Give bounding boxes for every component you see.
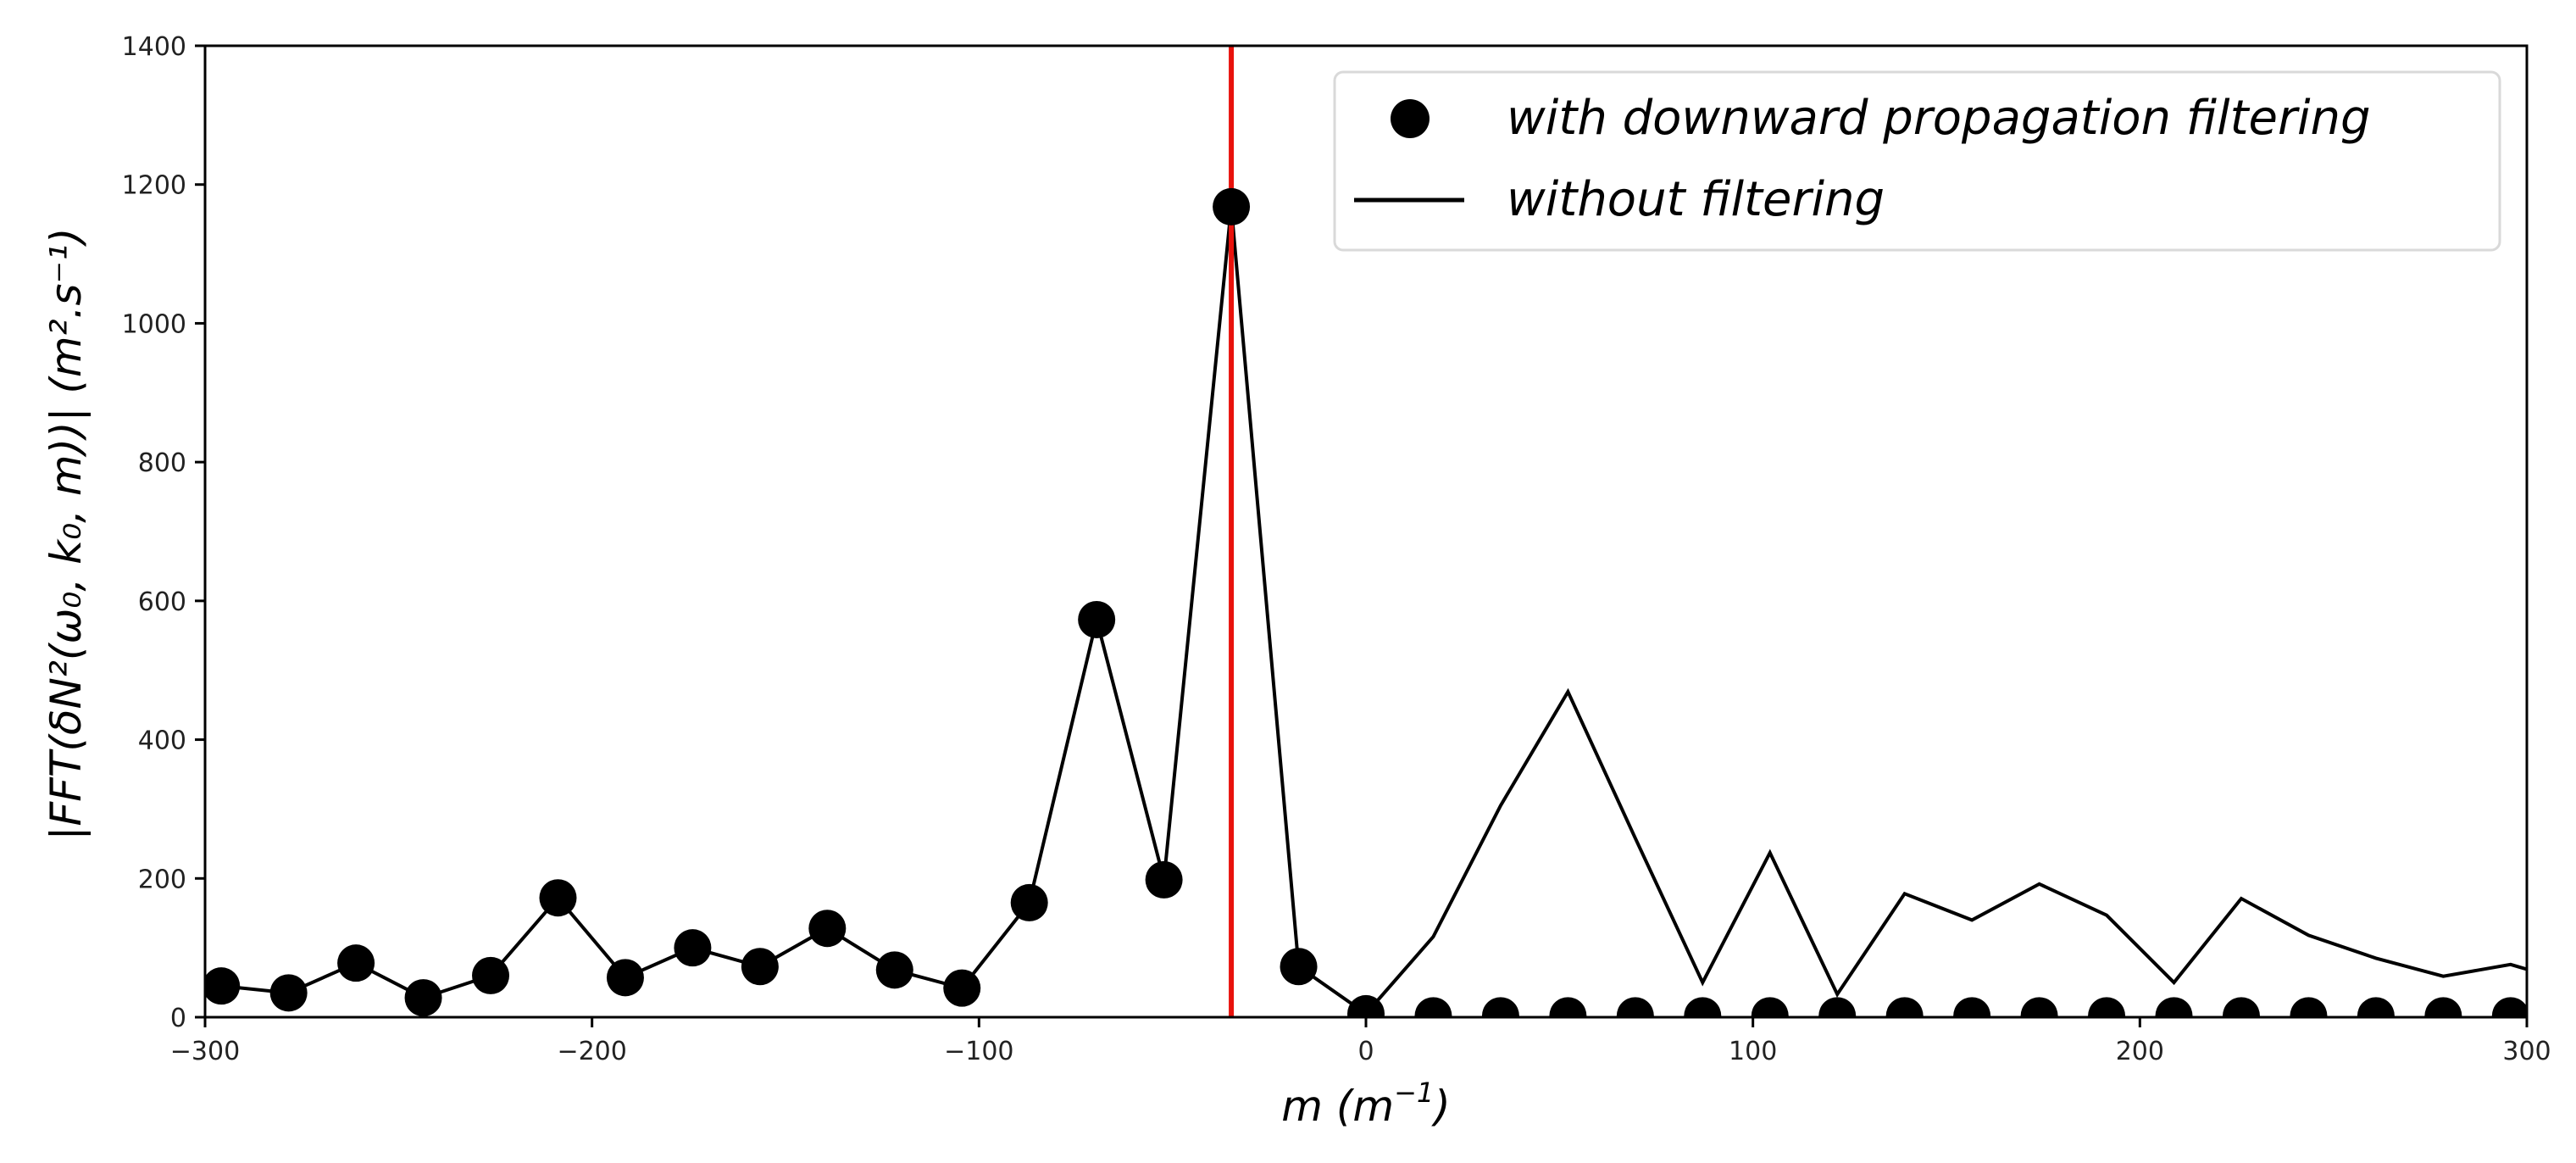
x-axis-label-close: ): [1430, 1082, 1451, 1131]
x-tick-label: −300: [170, 1037, 240, 1066]
y-tick-label: 800: [138, 448, 186, 478]
data-point-marker: [1213, 187, 1251, 225]
data-point-marker: [1818, 997, 1857, 1017]
legend-label-filtered: with downward propagation filtering: [1507, 91, 2371, 146]
x-axis-ticks: −300 −200 −100 0 100 200 300: [170, 1017, 2551, 1066]
data-point-marker: [606, 959, 644, 997]
data-point-marker: [1145, 860, 1183, 899]
data-point-marker: [2222, 997, 2260, 1017]
data-point-marker: [875, 951, 913, 989]
legend-box: [1333, 70, 2501, 252]
x-tick-label: 200: [2116, 1037, 2164, 1066]
x-axis-label-sup: −1: [1394, 1077, 1434, 1109]
legend: with downward propagation filtering with…: [1333, 70, 2501, 252]
y-tick-label: 1000: [122, 309, 186, 339]
data-point-marker: [1078, 600, 1116, 638]
data-point-marker: [1414, 997, 1452, 1017]
legend-label-unfiltered: without filtering: [1507, 172, 1885, 227]
y-tick-label: 200: [138, 865, 186, 894]
data-point-marker: [1347, 994, 1385, 1017]
y-axis-label: |FFT(δN²(ω₀, k₀, m))| (m².s⁻¹): [42, 227, 91, 840]
y-tick-label: 1400: [122, 32, 186, 62]
data-point-marker: [2424, 997, 2462, 1017]
y-tick-label: 1200: [122, 171, 186, 201]
data-point-marker: [2088, 997, 2126, 1017]
data-point-marker: [337, 944, 375, 982]
data-point-marker: [1616, 997, 1654, 1017]
y-tick-label: 400: [138, 726, 186, 756]
data-point-marker: [808, 910, 847, 948]
x-axis-label: m (m−1): [1281, 1077, 1451, 1131]
y-tick-label: 0: [170, 1004, 186, 1033]
data-point-marker: [1885, 997, 1924, 1017]
x-tick-label: 100: [1729, 1037, 1777, 1066]
y-axis-ticks: 0 200 400 600 800 1000 1200 1400: [122, 32, 205, 1033]
data-point-marker: [2491, 997, 2527, 1017]
data-point-marker: [1481, 997, 1519, 1017]
data-point-marker: [1751, 997, 1789, 1017]
data-point-marker: [674, 929, 712, 967]
legend-marker-circle-icon: [1391, 99, 1430, 138]
x-tick-label: 0: [1357, 1037, 1374, 1066]
x-tick-label: −200: [557, 1037, 626, 1066]
data-point-marker: [2290, 997, 2328, 1017]
data-point-marker: [269, 974, 308, 1012]
data-point-marker: [1549, 997, 1587, 1017]
data-point-marker: [1280, 948, 1318, 986]
data-point-marker: [404, 979, 442, 1017]
data-point-marker: [539, 879, 577, 917]
x-tick-label: −100: [944, 1037, 1013, 1066]
data-point-marker: [2357, 997, 2395, 1017]
data-point-marker: [2020, 997, 2058, 1017]
data-point-marker: [205, 967, 241, 1005]
series-filtered-markers: [205, 187, 2527, 1017]
data-point-marker: [943, 969, 981, 1007]
data-point-marker: [1010, 883, 1048, 921]
x-tick-label: 300: [2502, 1037, 2551, 1066]
y-tick-label: 600: [138, 587, 186, 617]
data-point-marker: [1684, 997, 1722, 1017]
data-point-marker: [2155, 997, 2193, 1017]
data-point-marker: [1953, 997, 1991, 1017]
data-point-marker: [472, 956, 510, 994]
x-axis-label-text: m (m: [1281, 1082, 1394, 1131]
data-point-marker: [741, 948, 779, 986]
